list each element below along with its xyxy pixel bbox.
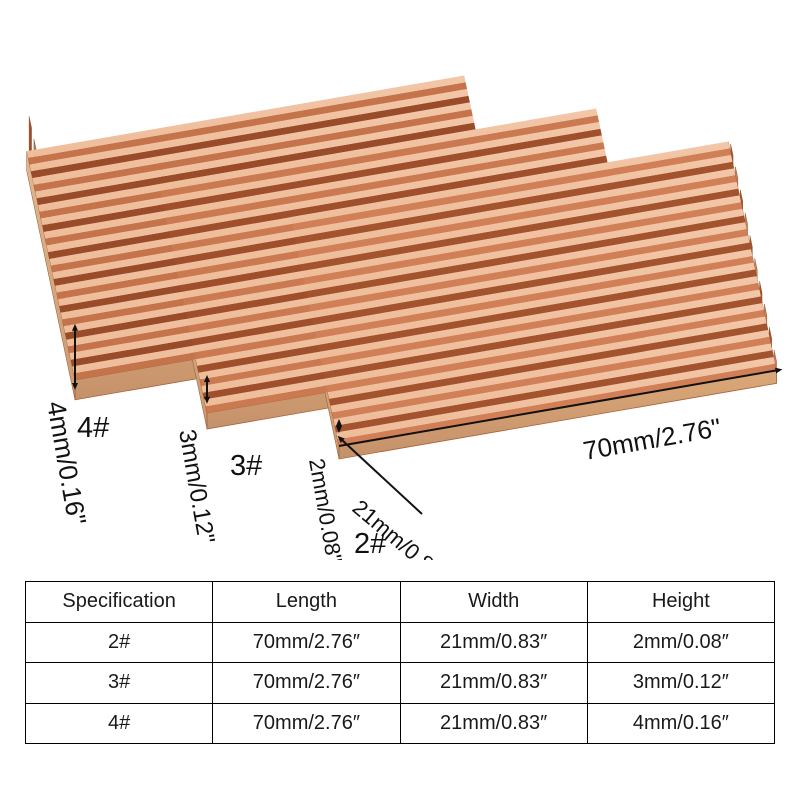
svg-text:2#: 2# — [354, 528, 386, 560]
svg-text:3mm/0.12": 3mm/0.12" — [173, 427, 220, 545]
svg-text:70mm/2.76": 70mm/2.76" — [581, 412, 723, 466]
svg-text:2mm/0.08": 2mm/0.08" — [304, 457, 347, 560]
svg-text:3#: 3# — [230, 450, 262, 482]
svg-text:4#: 4# — [77, 412, 109, 444]
